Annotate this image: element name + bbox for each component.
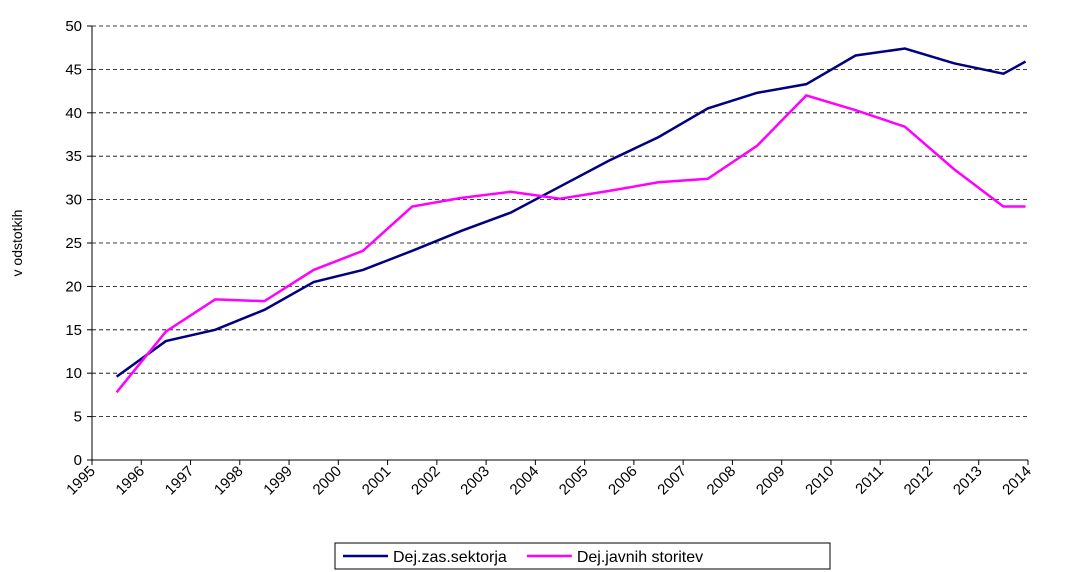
x-tick-label: 2003 xyxy=(457,463,493,499)
x-tick-label: 2008 xyxy=(704,463,740,499)
y-tick-label: 0 xyxy=(74,452,82,469)
x-tick-label: 2013 xyxy=(950,463,986,499)
x-tick-label: 2006 xyxy=(605,463,641,499)
x-tick-label: 1995 xyxy=(63,463,99,499)
x-tick-label: 2005 xyxy=(556,463,592,499)
x-tick-label: 2012 xyxy=(901,463,937,499)
y-tick-label: 35 xyxy=(65,148,82,165)
x-tick-label: 1998 xyxy=(211,463,247,499)
y-tick-label: 40 xyxy=(65,105,82,122)
y-tick-label: 50 xyxy=(65,18,82,35)
x-tick-label: 2000 xyxy=(310,463,346,499)
x-tick-label: 2011 xyxy=(852,463,887,498)
y-tick-label: 45 xyxy=(65,61,82,78)
legend-label: Dej.zas.sektorja xyxy=(393,549,507,566)
x-tick-label: 1996 xyxy=(112,463,148,499)
y-tick-label: 15 xyxy=(65,322,82,339)
legend-box xyxy=(334,542,831,570)
y-tick-label: 10 xyxy=(65,365,82,382)
legend-label: Dej.javnih storitev xyxy=(577,549,703,566)
series-line xyxy=(115,94,1026,394)
series-line xyxy=(115,47,1027,378)
y-tick-label: 30 xyxy=(65,192,82,209)
y-tick-label: 25 xyxy=(65,235,82,252)
y-axis-label: v odstotkih xyxy=(9,210,25,277)
y-tick-label: 20 xyxy=(65,278,82,295)
x-tick-label: 2001 xyxy=(359,463,395,499)
x-tick-label: 2002 xyxy=(408,463,444,499)
x-tick-label: 2010 xyxy=(802,463,838,499)
legend: Dej.zas.sektorja Dej.javnih storitev xyxy=(334,542,831,570)
y-tick-label: 5 xyxy=(74,409,82,426)
x-tick-label: 2007 xyxy=(654,463,690,499)
x-tick-label: 1999 xyxy=(260,463,296,499)
x-tick-label: 2004 xyxy=(507,463,543,499)
x-tick-label: 2009 xyxy=(753,463,789,499)
x-tick-label: 2014 xyxy=(999,463,1035,499)
x-tick-label: 1997 xyxy=(162,463,198,499)
